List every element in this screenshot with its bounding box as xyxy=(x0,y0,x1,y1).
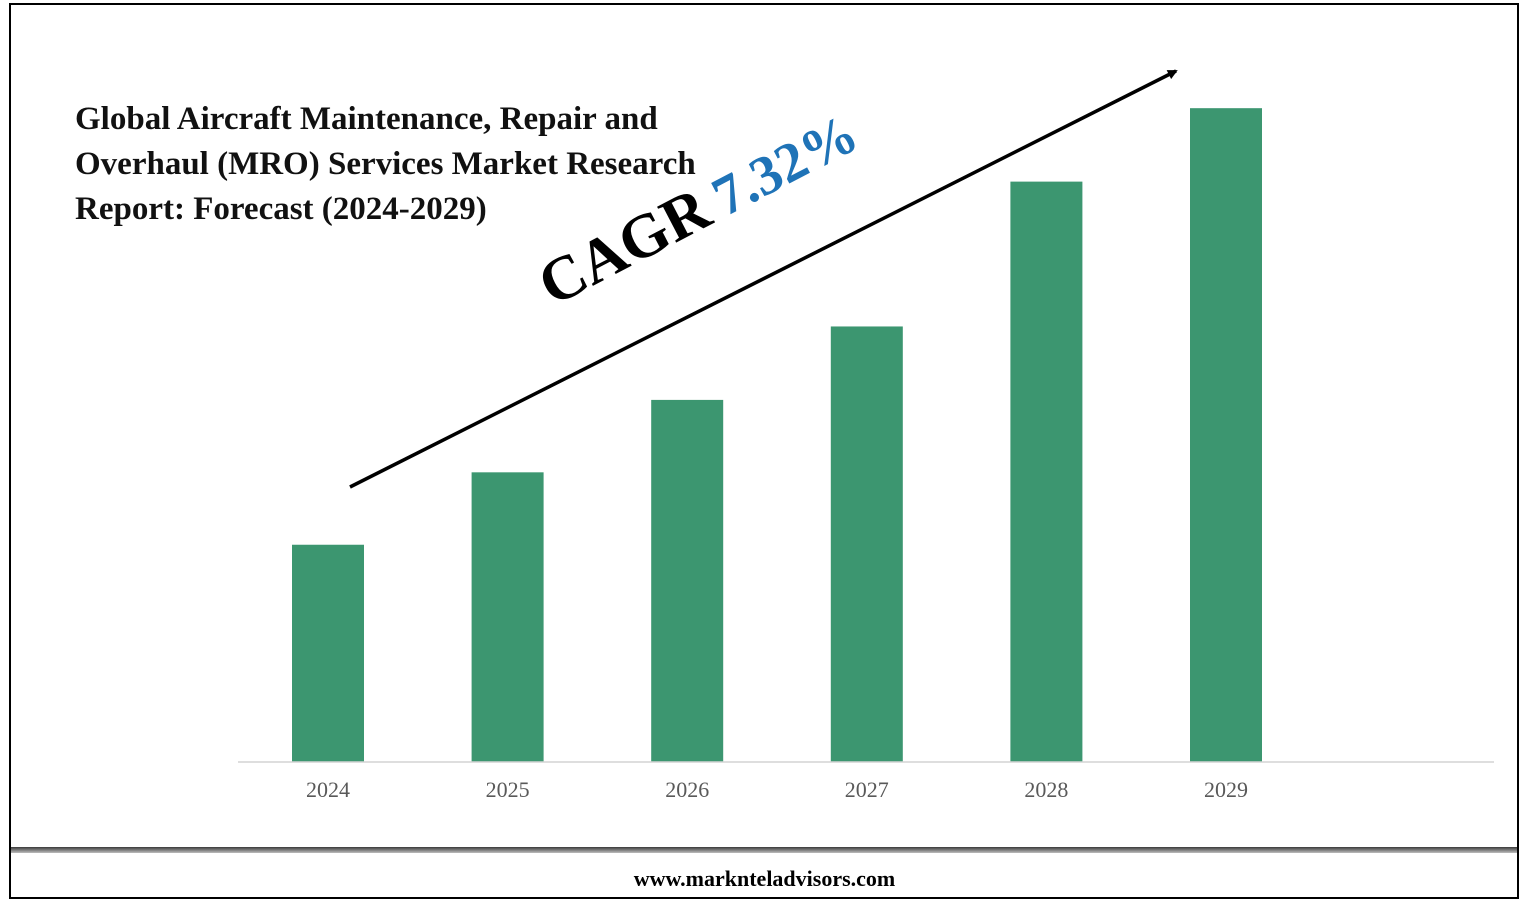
bar-2025 xyxy=(471,472,544,762)
footer-website[interactable]: www.marknteladvisors.com xyxy=(633,866,896,891)
bar-2029 xyxy=(1190,108,1262,763)
x-tick-label-2029: 2029 xyxy=(1204,777,1248,802)
chart-frame xyxy=(9,3,1519,899)
chart-title: Global Aircraft Maintenance, Repair and … xyxy=(75,101,696,227)
x-tick-label-2024: 2024 xyxy=(306,777,350,802)
footer-divider xyxy=(11,847,1517,853)
x-tick-label-2028: 2028 xyxy=(1024,777,1068,802)
x-tick-label-2027: 2027 xyxy=(845,777,889,802)
x-tick-label-2025: 2025 xyxy=(486,777,530,802)
bar-2028 xyxy=(1010,181,1083,762)
trend-arrow xyxy=(349,69,1178,489)
bar-2024 xyxy=(292,544,364,762)
bar-2026 xyxy=(651,399,724,762)
x-tick-label-2026: 2026 xyxy=(665,777,709,802)
bar-2027 xyxy=(830,326,903,762)
